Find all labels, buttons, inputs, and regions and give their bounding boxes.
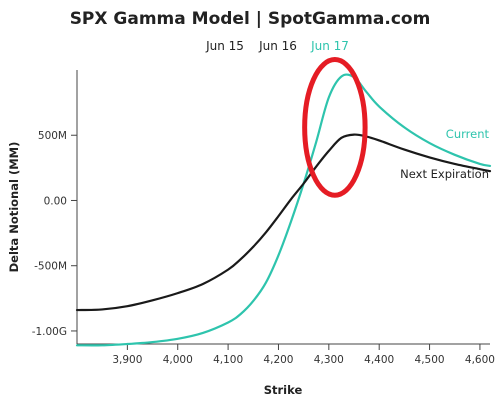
x-axis-title: Strike bbox=[264, 383, 303, 397]
series-label-current: Current bbox=[446, 127, 490, 141]
x-tick-label: 4,300 bbox=[314, 354, 344, 366]
y-tick-label: -500M bbox=[34, 261, 67, 273]
series-lines bbox=[75, 73, 492, 347]
y-tick-label: -1.00G bbox=[32, 326, 67, 338]
highlight-circle bbox=[302, 57, 368, 198]
x-tick-label: 4,400 bbox=[364, 354, 394, 366]
y-tick-label: 500M bbox=[38, 130, 67, 142]
y-tick-label: 0.00 bbox=[44, 195, 67, 207]
tab-jun-16[interactable]: Jun 16 bbox=[258, 39, 297, 53]
series-labels: Current Next Expiration bbox=[400, 127, 489, 181]
series-label-next-expiration: Next Expiration bbox=[400, 167, 489, 181]
x-tick-label: 4,000 bbox=[163, 354, 193, 366]
series-line-current bbox=[75, 73, 492, 347]
x-tick-label: 4,600 bbox=[465, 354, 495, 366]
y-axis-ticks: 500M 0.00 -500M -1.00G bbox=[32, 130, 77, 338]
tab-jun-17[interactable]: Jun 17 bbox=[310, 39, 349, 53]
x-tick-label: 4,100 bbox=[213, 354, 243, 366]
expiration-tabs: Jun 15 Jun 16 Jun 17 bbox=[205, 39, 349, 53]
x-axis-ticks: 3,900 4,000 4,100 4,200 4,300 4,400 4,500 4,600 bbox=[112, 344, 495, 366]
plot-area bbox=[76, 70, 490, 345]
chart-title: SPX Gamma Model | SpotGamma.com bbox=[70, 9, 431, 29]
x-tick-label: 4,500 bbox=[415, 354, 445, 366]
annotation bbox=[302, 57, 368, 198]
x-tick-label: 4,200 bbox=[263, 354, 293, 366]
series-line-next-expiration bbox=[75, 133, 492, 312]
y-axis-title: Delta Notional (MM) bbox=[7, 142, 21, 273]
x-tick-label: 3,900 bbox=[112, 354, 142, 366]
tab-jun-15[interactable]: Jun 15 bbox=[205, 39, 244, 53]
